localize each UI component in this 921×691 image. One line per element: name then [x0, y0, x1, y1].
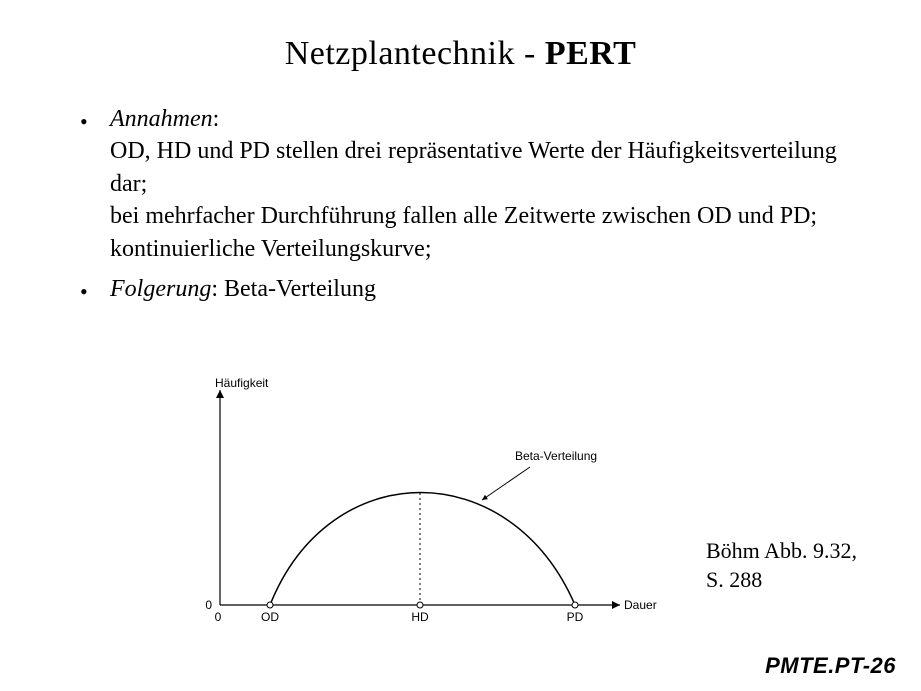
tick-pd [572, 602, 578, 608]
bullet-2-marker [80, 273, 110, 307]
bullet-2: Folgerung: Beta-Verteilung [80, 273, 840, 307]
slide-body: Annahmen: OD, HD und PD stellen drei rep… [80, 103, 840, 307]
bullet-1: Annahmen: OD, HD und PD stellen drei rep… [80, 103, 840, 265]
x-tick-od: OD [261, 610, 279, 624]
citation-line1: Böhm Abb. 9.32, [706, 538, 857, 563]
citation-line2: S. 288 [706, 567, 762, 592]
slide-footer: PMTE.PT-26 [765, 653, 896, 679]
curve-label-arrowhead [482, 495, 488, 500]
curve-label-arrow [482, 467, 530, 500]
slide: Netzplantechnik - PERT Annahmen: OD, HD … [0, 0, 921, 691]
beta-distribution-chart: Häufigkeit Dauer D Beta-Verteilung 0 0 O… [180, 370, 660, 630]
tick-hd [417, 602, 423, 608]
bullet-2-text: Folgerung: Beta-Verteilung [110, 273, 840, 305]
title-bold: PERT [545, 35, 636, 72]
x-axis-arrowhead [612, 601, 620, 609]
bullet-2-label: Folgerung [110, 276, 211, 302]
x-tick-0: 0 [215, 610, 222, 624]
x-axis-label: Dauer D [624, 598, 660, 612]
bullet-1-marker [80, 103, 110, 137]
bullet-1-body: : OD, HD und PD stellen drei repräsentat… [110, 106, 837, 262]
bullet-2-body: : Beta-Verteilung [211, 276, 376, 302]
citation: Böhm Abb. 9.32, S. 288 [706, 537, 876, 594]
slide-title: Netzplantechnik - PERT [0, 0, 921, 73]
bullet-1-label: Annahmen [110, 106, 213, 132]
title-prefix: Netzplantechnik - [285, 35, 545, 72]
x-tick-pd: PD [567, 610, 584, 624]
beta-curve [270, 493, 575, 606]
bullet-1-text: Annahmen: OD, HD und PD stellen drei rep… [110, 103, 840, 265]
chart-svg: Häufigkeit Dauer D Beta-Verteilung 0 0 O… [180, 370, 660, 630]
curve-label: Beta-Verteilung [515, 449, 597, 463]
x-tick-hd: HD [411, 610, 429, 624]
y-axis-label: Häufigkeit [215, 376, 269, 390]
tick-od [267, 602, 273, 608]
y-tick-0: 0 [205, 598, 212, 612]
y-axis-arrowhead [216, 390, 224, 398]
